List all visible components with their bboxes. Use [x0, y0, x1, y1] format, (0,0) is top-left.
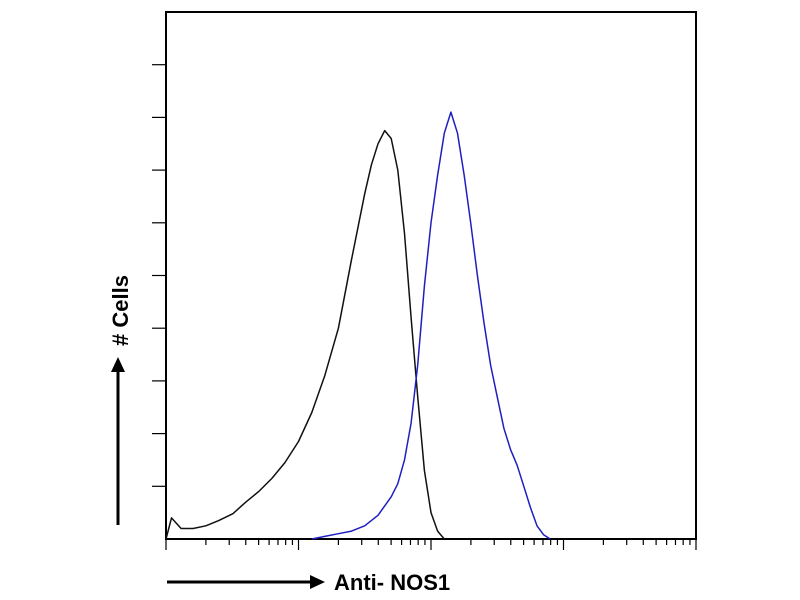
x-axis-ticks — [165, 539, 697, 550]
x-axis-arrow-head-icon — [310, 575, 325, 589]
x-axis-label-group: Anti- NOS1 — [167, 570, 450, 595]
x-axis-label: Anti- NOS1 — [334, 570, 450, 595]
y-axis-label-group: # Cells — [108, 275, 133, 525]
y-axis-arrow-head-icon — [111, 357, 125, 372]
control-histogram-line — [165, 129, 445, 540]
y-axis-label: # Cells — [108, 275, 133, 346]
y-axis-ticks — [152, 64, 166, 487]
nos1-histogram-line — [311, 111, 551, 540]
histogram-series — [165, 111, 551, 540]
